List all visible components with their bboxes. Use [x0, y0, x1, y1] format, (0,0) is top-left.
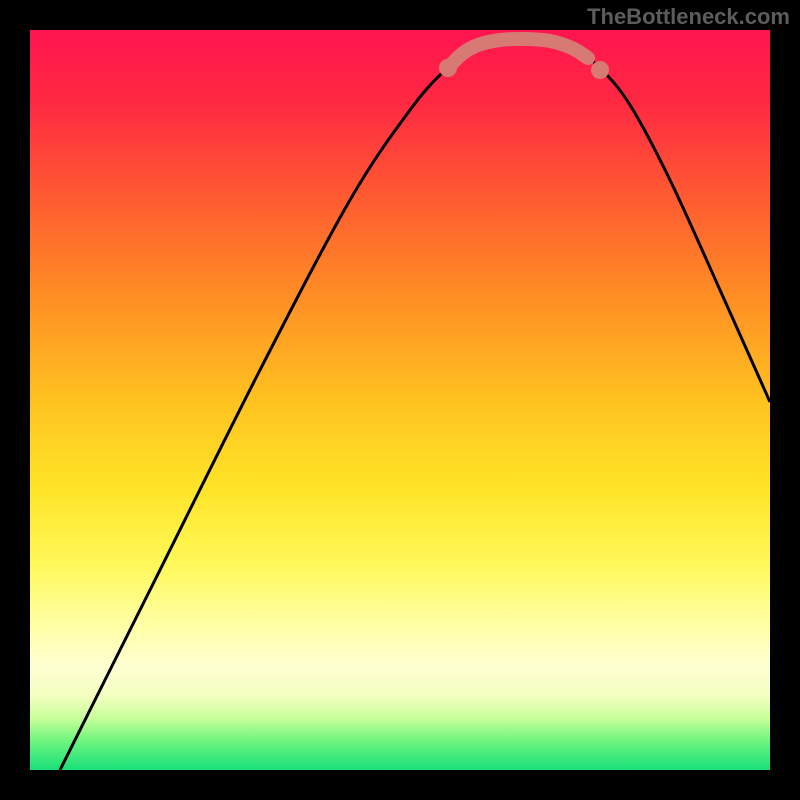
chart-svg [0, 0, 800, 800]
gradient-background [30, 30, 770, 770]
optimal-zone-start-dot [439, 59, 457, 77]
optimal-zone-end-dot [591, 61, 609, 79]
bottleneck-chart: TheBottleneck.com [0, 0, 800, 800]
watermark-text: TheBottleneck.com [587, 4, 790, 30]
